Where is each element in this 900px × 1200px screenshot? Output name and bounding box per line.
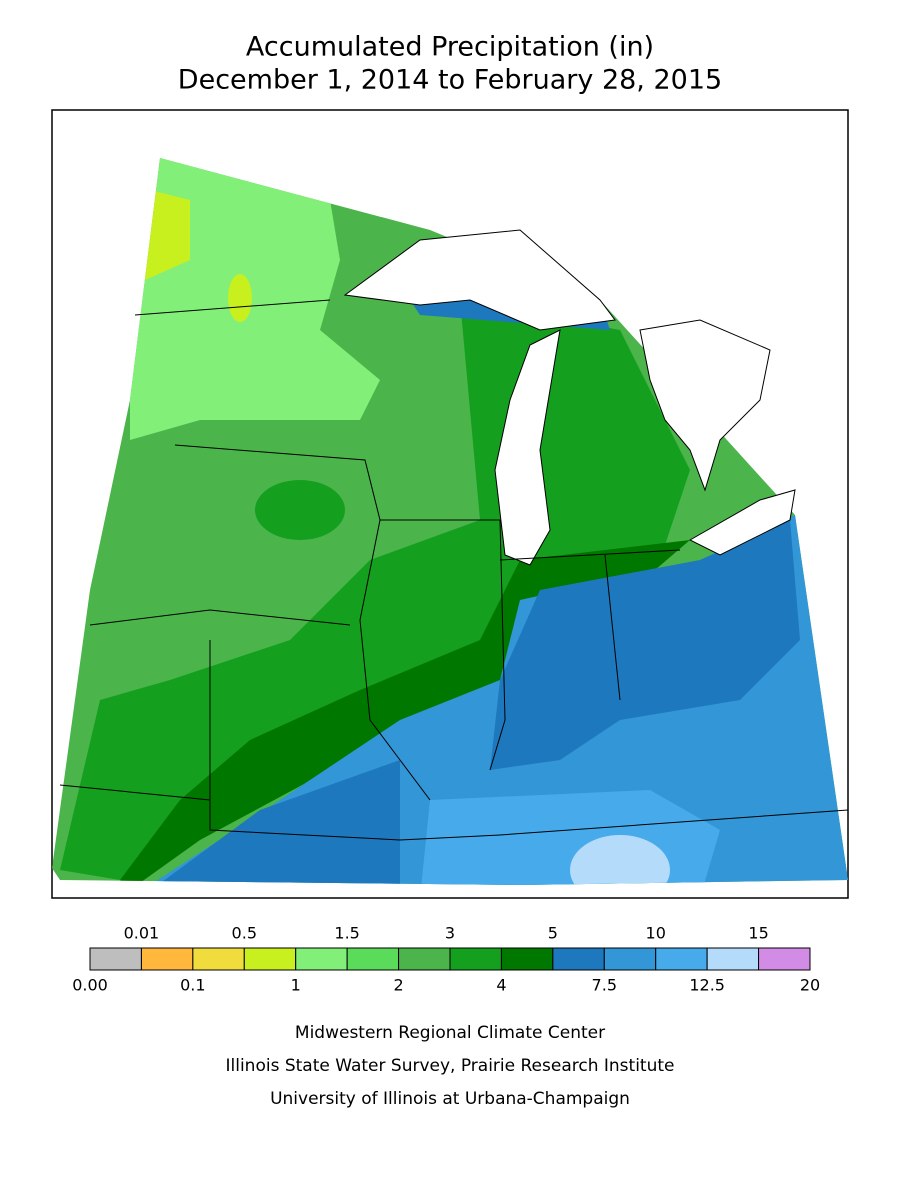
lake-michigan xyxy=(494,329,561,566)
lakes xyxy=(343,229,796,566)
legend-swatch xyxy=(140,947,194,971)
legend-swatch xyxy=(398,947,451,971)
legend-label: 20 xyxy=(800,976,820,995)
legend-label: 0.5 xyxy=(232,924,257,943)
credit: Midwestern Regional Climate Center xyxy=(295,1023,605,1043)
credit: University of Illinois at Urbana-Champai… xyxy=(270,1089,630,1109)
legend-swatch xyxy=(192,947,245,971)
legend-label: 2 xyxy=(393,976,403,995)
legend-swatch xyxy=(346,947,400,971)
legend-swatch xyxy=(706,947,760,971)
field-band xyxy=(255,480,345,540)
legend-label: 12.5 xyxy=(689,976,725,995)
field-band xyxy=(120,540,690,885)
title-line: Accumulated Precipitation (in) xyxy=(246,32,654,63)
field-band xyxy=(420,790,720,885)
legend-label: 0.1 xyxy=(180,976,205,995)
lake-erie xyxy=(688,489,796,556)
legend-label: 1 xyxy=(291,976,301,995)
legend-swatch xyxy=(89,947,142,971)
credit: Illinois State Water Survey, Prairie Res… xyxy=(226,1056,675,1076)
lake-superior xyxy=(343,229,616,331)
field-band xyxy=(570,835,670,885)
legend-label: 0.01 xyxy=(124,924,160,943)
field-band xyxy=(145,190,190,280)
legend-label: 10 xyxy=(646,924,666,943)
legend-label: 0.00 xyxy=(72,976,108,995)
legend-swatch xyxy=(295,947,348,971)
legend-swatch xyxy=(603,947,657,971)
legend-swatch xyxy=(449,947,502,971)
legend-label: 7.5 xyxy=(592,976,617,995)
state-borders xyxy=(59,299,849,841)
legend-label: 4 xyxy=(496,976,506,995)
field-band xyxy=(140,760,400,885)
legend-swatch xyxy=(500,947,554,971)
lake-huron xyxy=(639,319,771,492)
field-band xyxy=(490,520,800,770)
legend-swatch xyxy=(655,947,708,971)
map xyxy=(51,109,849,899)
legend-swatch xyxy=(758,947,811,971)
title-line: December 1, 2014 to February 28, 2015 xyxy=(178,65,722,96)
legend: 0.00 0.01 0.1 0.5 1 1.5 2 3 4 5 7.5 10 12.5 15 20 xyxy=(72,924,820,995)
legend-label: 15 xyxy=(748,924,768,943)
legend-swatch xyxy=(552,947,605,971)
legend-label: 3 xyxy=(445,924,455,943)
legend-swatch xyxy=(243,947,297,971)
field-band xyxy=(228,274,252,322)
legend-label: 5 xyxy=(548,924,558,943)
field-band xyxy=(130,158,380,440)
legend-label: 1.5 xyxy=(334,924,359,943)
